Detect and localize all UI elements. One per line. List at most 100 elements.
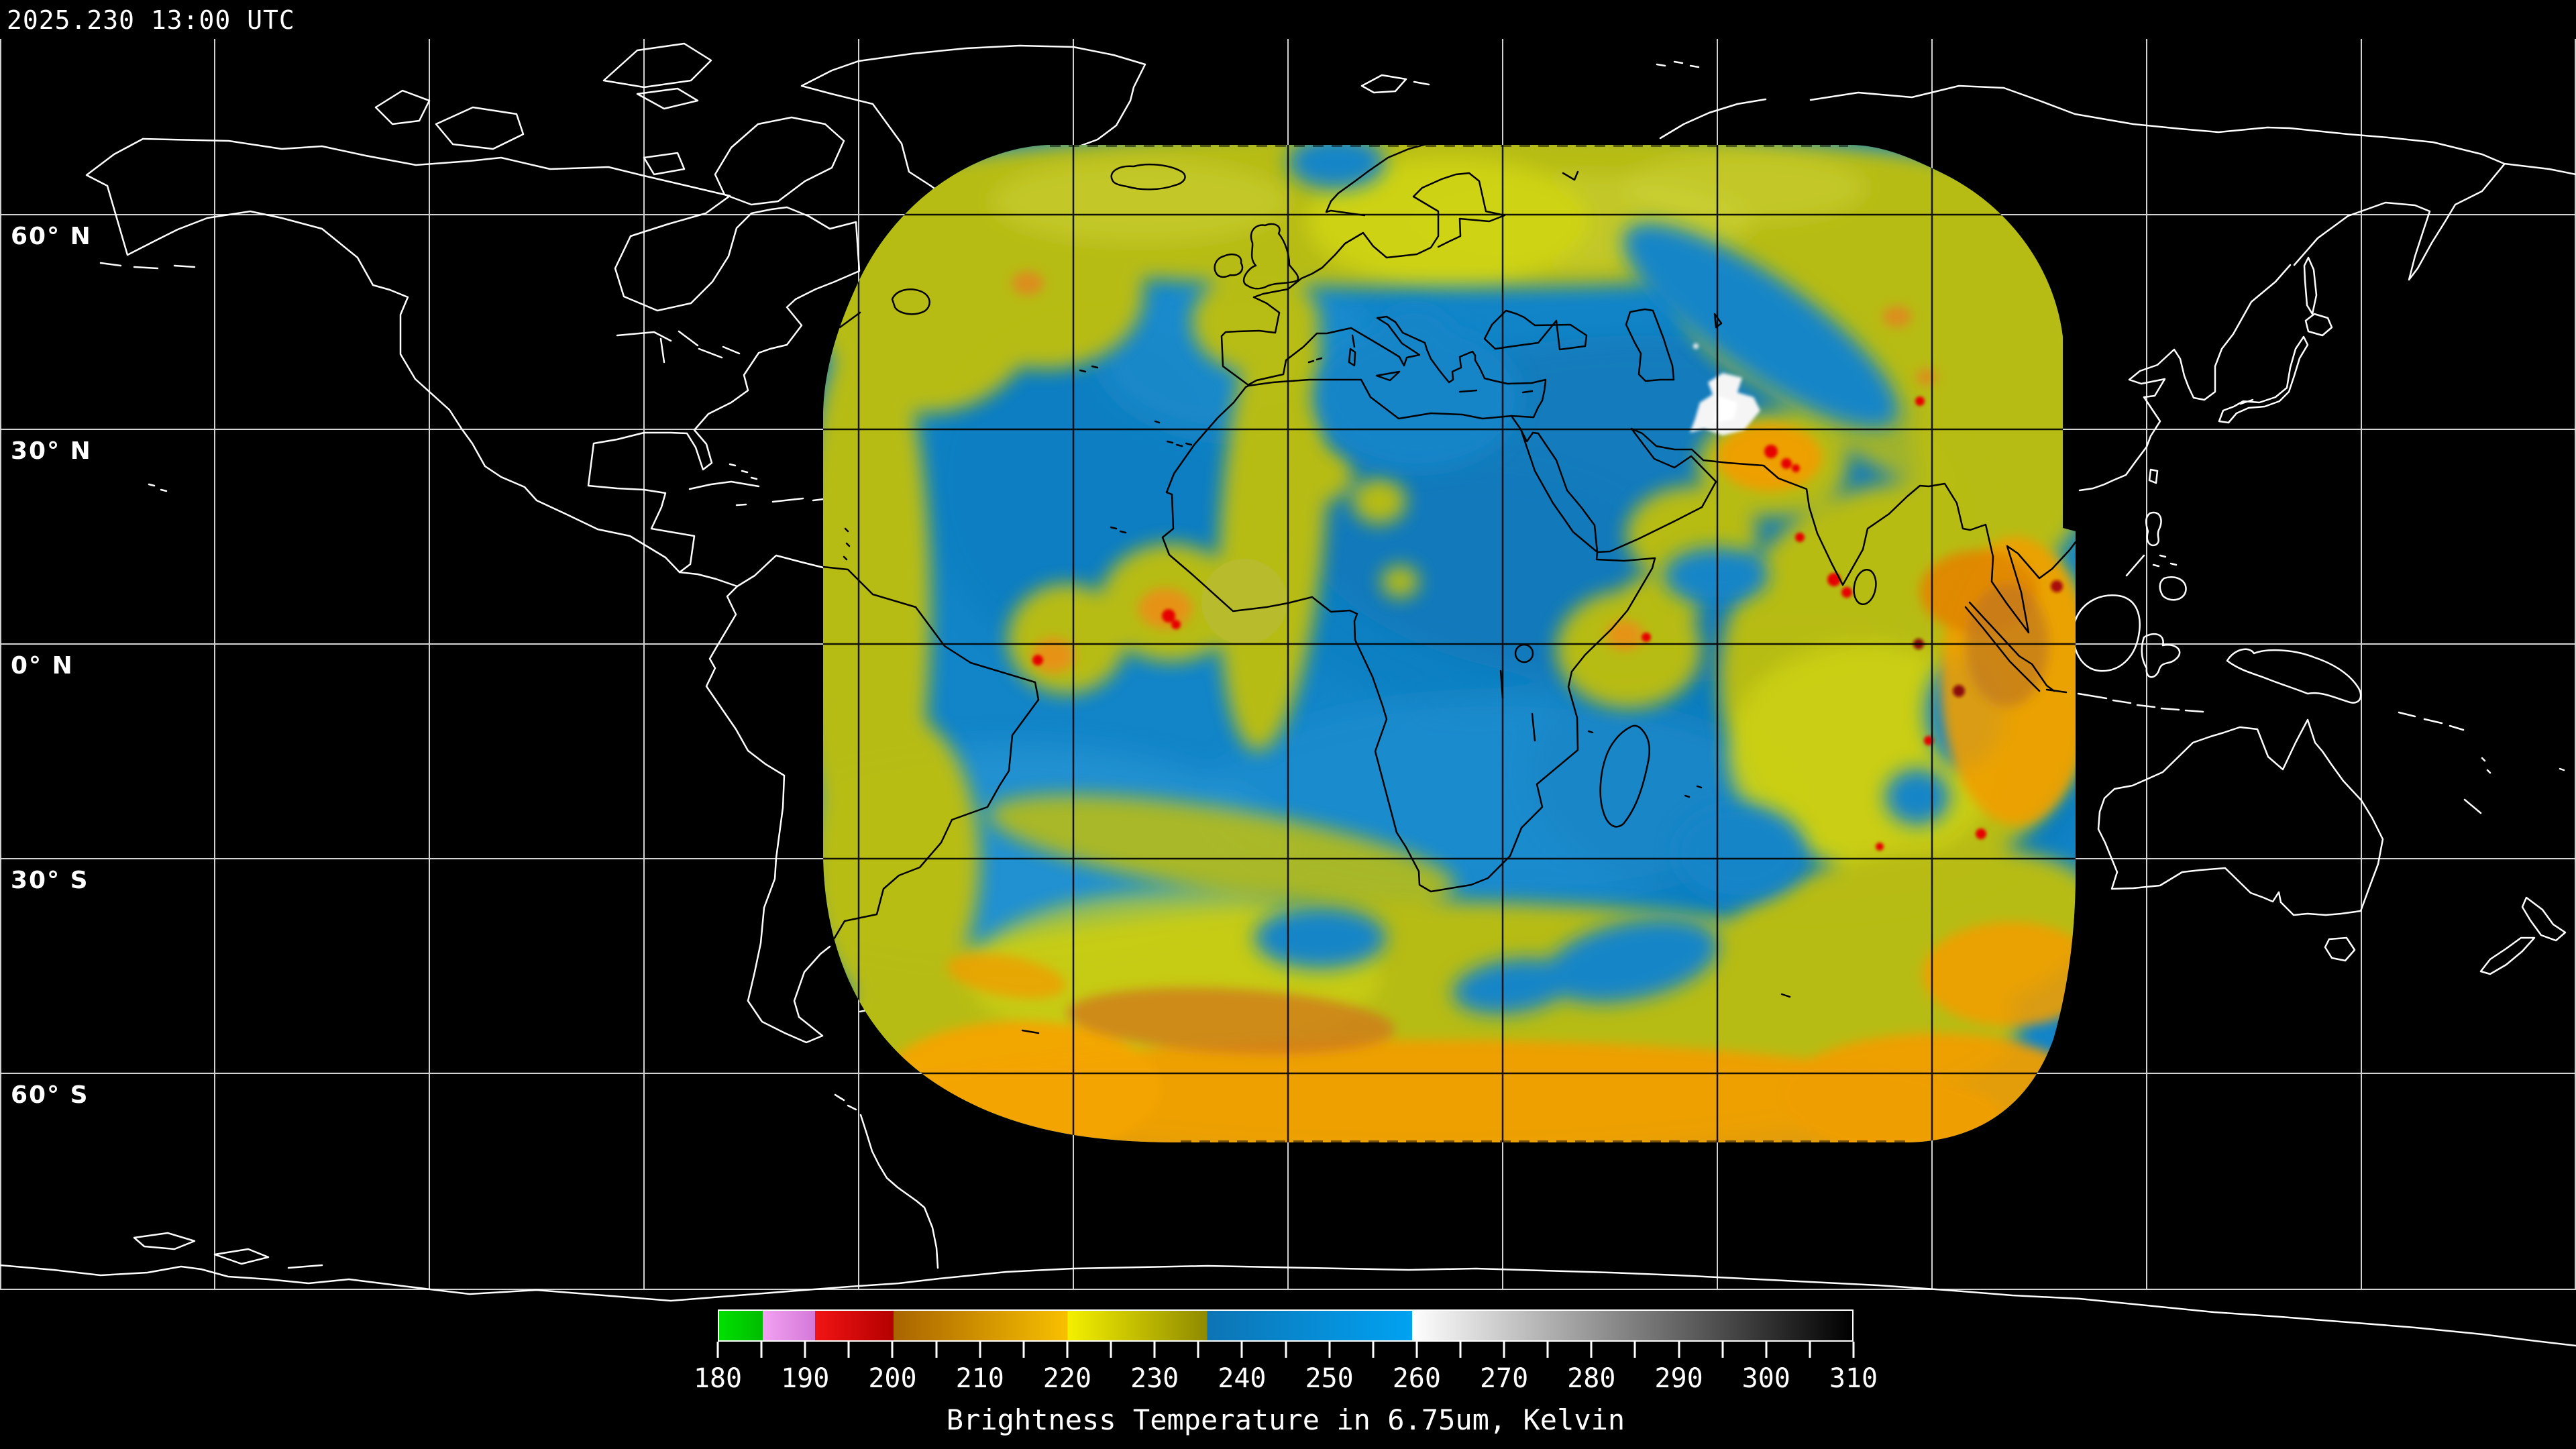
latitude-label: 0° N	[11, 652, 74, 680]
colorbar-tick	[1285, 1342, 1287, 1358]
coastline-south-america-east	[823, 566, 1040, 953]
colorbar-tick	[1852, 1342, 1855, 1358]
coastline-na-pacific	[85, 138, 681, 574]
colorbar-gradient	[718, 1309, 1854, 1342]
colorbar-tick	[1153, 1342, 1156, 1358]
latitude-label: 30° N	[11, 437, 92, 465]
sakhalin	[2303, 256, 2318, 315]
new-guinea	[2226, 648, 2362, 704]
coastline-norway	[1325, 145, 1432, 217]
overshooting-top-white-blob	[1690, 343, 1760, 435]
new-zealand	[2479, 896, 2567, 975]
dry-blue-gaps	[1254, 145, 2003, 1014]
colorbar-tick	[1415, 1342, 1418, 1358]
colorbar-tick	[1809, 1342, 1811, 1358]
latitude-label: 60° N	[11, 223, 92, 250]
coastline-south-america-pacific	[705, 585, 831, 1044]
colorbar-tick	[1678, 1342, 1680, 1358]
british-isles	[1214, 223, 1299, 290]
sulawesi	[2141, 633, 2181, 678]
borneo	[2072, 594, 2141, 672]
graticule-inside-data	[823, 145, 2076, 1142]
coastlines-outside	[0, 42, 2576, 1347]
colorbar-tick-label: 300	[1741, 1363, 1790, 1394]
colorbar-tick-label: 280	[1567, 1363, 1616, 1394]
coldest-red-cores	[1032, 396, 2063, 851]
svalbard	[1360, 74, 1430, 94]
coastline-arabia-india	[1519, 427, 2076, 634]
colorbar-tick-label: 310	[1829, 1363, 1878, 1394]
colorbar-tick	[1546, 1342, 1549, 1358]
colorbar-tick	[804, 1342, 806, 1358]
colorbar-tick-label: 200	[868, 1363, 917, 1394]
latitude-label: 60° S	[11, 1081, 89, 1109]
white-sea	[1562, 170, 1579, 181]
colorbar-tick	[1721, 1342, 1724, 1358]
colorbar-tick	[716, 1342, 719, 1358]
colorbar-tick	[1372, 1342, 1375, 1358]
tasmania	[2324, 936, 2356, 962]
colorbar-tick	[1459, 1342, 1462, 1358]
atlantic-islands-black	[843, 365, 1193, 561]
colorbar-tick	[1066, 1342, 1069, 1358]
colorbar-tick	[1503, 1342, 1505, 1358]
indian-ocean-islands-black	[1021, 730, 1791, 1034]
coastlines-inside	[823, 145, 2076, 1034]
coastline-east-asia	[2078, 264, 2292, 492]
coastline-antarctica	[0, 1264, 2576, 1347]
timestamp-label: 2025.230 13:00 UTC	[7, 1, 314, 39]
coastline-africa	[1161, 378, 1656, 893]
colorbar-tick-labels: 180 190 200 210 220 230 240 250 260 270 280 290 300 3…	[694, 1363, 1878, 1398]
colorbar-tick	[1765, 1342, 1768, 1358]
colorbar-tick-label: 240	[1218, 1363, 1267, 1394]
colorbar-tick-label: 270	[1479, 1363, 1529, 1394]
colorbar-tick	[1022, 1342, 1025, 1358]
italian-islands	[1307, 334, 1534, 394]
colorbar-tick-label: 210	[955, 1363, 1004, 1394]
coastline-siberia-arctic	[1809, 85, 2576, 176]
iceland	[1110, 163, 1186, 191]
japan	[2218, 313, 2333, 424]
colorbar-tick-label: 190	[781, 1363, 830, 1394]
taiwan	[2148, 468, 2159, 484]
colorbar-tick-label: 180	[693, 1363, 743, 1394]
colorbar-tick	[847, 1342, 850, 1358]
colorbar-tick	[1590, 1342, 1593, 1358]
colorbar-ticks	[716, 1342, 1855, 1359]
colorbar-tick	[1240, 1342, 1243, 1358]
calibration-disk-artifact	[1201, 559, 1287, 645]
great-lakes	[616, 330, 741, 364]
madagascar	[1599, 724, 1650, 828]
colorbar-tick	[935, 1342, 938, 1358]
java-sunda-islands	[2077, 692, 2204, 713]
colorbar-caption: Brightness Temperature in 6.75um, Kelvin	[946, 1403, 1625, 1436]
colorbar-tick	[891, 1342, 894, 1358]
coastline-mediterranean-north	[1248, 315, 1477, 386]
pacific-islands	[148, 483, 2565, 814]
antarctic-peninsula	[133, 1093, 939, 1269]
arctic-islands	[374, 42, 845, 206]
newfoundland	[839, 288, 930, 329]
colorbar-tick-label: 230	[1130, 1363, 1179, 1394]
caspian-sea	[1625, 308, 1675, 382]
latitude-label: 30° S	[11, 867, 89, 894]
philippines	[2125, 511, 2187, 601]
colorbar-tick	[760, 1342, 763, 1358]
kamchatka-okhotsk	[2293, 163, 2506, 281]
colorbar-tick	[979, 1342, 981, 1358]
colorbar-tick	[1197, 1342, 1199, 1358]
sri-lanka	[1853, 568, 1877, 606]
australia	[2097, 718, 2384, 916]
novaya-zemlya	[1656, 60, 1767, 140]
colorbar-tick-label: 260	[1392, 1363, 1441, 1394]
aleutian-islands	[99, 262, 196, 270]
caribbean-islands	[688, 463, 825, 506]
colorbar-tick	[1633, 1342, 1636, 1358]
colorbar-tick	[1110, 1342, 1112, 1358]
coastline-west-europe	[1220, 172, 1506, 386]
colorbar-tick-label: 220	[1042, 1363, 1092, 1394]
colorbar-tick-label: 290	[1654, 1363, 1703, 1394]
